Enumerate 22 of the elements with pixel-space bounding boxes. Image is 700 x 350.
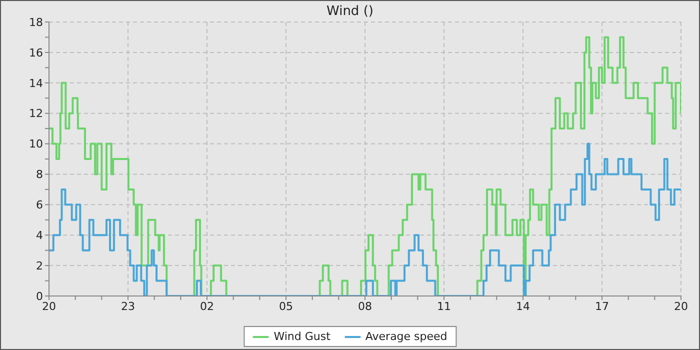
- legend-label: Wind Gust: [274, 330, 330, 343]
- legend-label: Average speed: [365, 330, 448, 343]
- y-tick-label: 12: [29, 107, 43, 120]
- x-tick-label: 14: [516, 300, 530, 313]
- x-tick-label: 05: [279, 300, 293, 313]
- x-tick-label: 20: [674, 300, 688, 313]
- y-tick-label: 0: [36, 290, 43, 303]
- x-tick-label: 08: [358, 300, 372, 313]
- y-tick-label: 2: [36, 259, 43, 272]
- x-tick-label: 23: [121, 300, 135, 313]
- chart-title: Wind (): [326, 4, 374, 19]
- x-tick-label: 11: [437, 300, 451, 313]
- y-tick-label: 6: [36, 198, 43, 212]
- y-tick-label: 10: [29, 138, 43, 151]
- y-tick-label: 4: [36, 229, 43, 242]
- x-tick-label: 20: [42, 300, 56, 313]
- y-tick-label: 8: [36, 168, 43, 182]
- y-tick-label: 18: [29, 16, 43, 29]
- y-tick-label: 16: [29, 46, 43, 60]
- x-tick-label: 17: [595, 300, 609, 313]
- y-tick-label: 14: [29, 76, 43, 90]
- x-tick-label: 02: [200, 300, 214, 313]
